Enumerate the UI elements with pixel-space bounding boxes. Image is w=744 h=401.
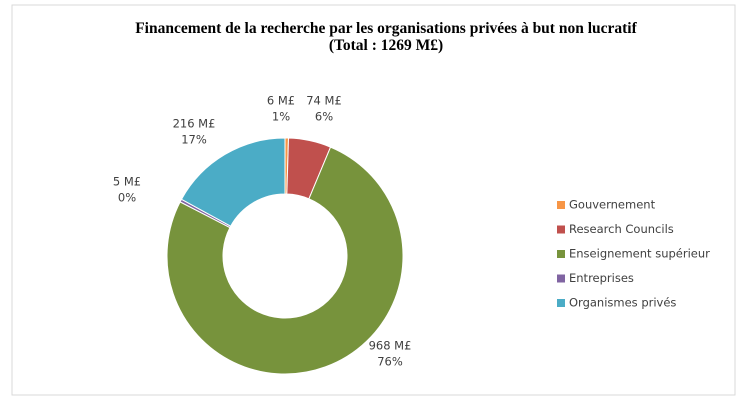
legend-label: Gouvernement bbox=[569, 198, 656, 212]
donut-slice bbox=[180, 137, 286, 227]
percent-label: 0% bbox=[118, 191, 136, 205]
legend-swatch bbox=[557, 201, 565, 209]
legend-label: Enseignement supérieur bbox=[569, 247, 710, 261]
legend-swatch bbox=[557, 299, 565, 307]
chart-subtitle: (Total : 1269 M£) bbox=[328, 37, 444, 54]
percent-label: 76% bbox=[377, 355, 403, 369]
value-label: 74 M£ bbox=[306, 94, 342, 108]
chart-border bbox=[11, 4, 736, 396]
legend-label: Organismes privés bbox=[569, 296, 676, 310]
percent-label: 6% bbox=[315, 110, 333, 124]
legend-label: Research Councils bbox=[569, 222, 674, 236]
value-label: 216 M£ bbox=[173, 117, 216, 131]
legend-swatch bbox=[557, 225, 565, 234]
donut-slice bbox=[166, 146, 404, 375]
value-label: 968 M£ bbox=[369, 339, 412, 353]
title-block: Financement de la recherche par les orga… bbox=[101, 20, 671, 54]
legend-swatch bbox=[557, 274, 565, 283]
legend-swatch bbox=[557, 250, 565, 258]
chart-title: Financement de la recherche par les orga… bbox=[135, 20, 637, 37]
percent-label: 17% bbox=[181, 133, 207, 147]
percent-label: 1% bbox=[272, 110, 290, 124]
value-label: 5 M£ bbox=[113, 175, 141, 189]
value-label: 6 M£ bbox=[267, 94, 295, 108]
legend-label: Entreprises bbox=[569, 271, 634, 285]
